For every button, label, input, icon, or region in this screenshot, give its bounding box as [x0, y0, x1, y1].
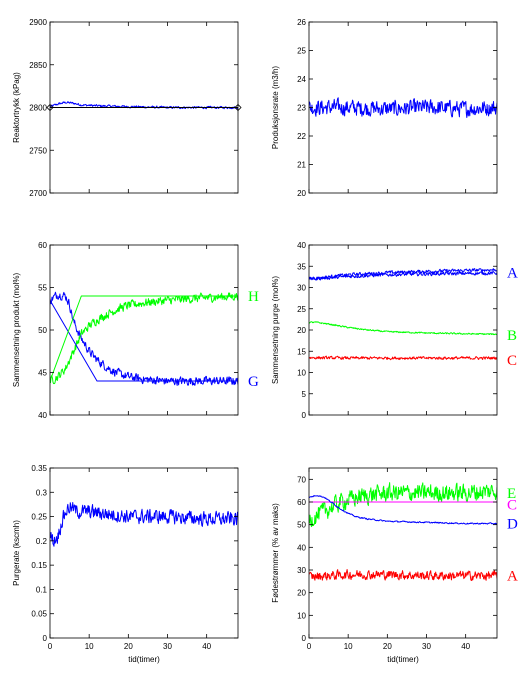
series-line-3	[50, 299, 238, 382]
y-tick-label: 0.35	[31, 464, 47, 473]
series-annotation-G: G	[248, 374, 259, 390]
series-line-2	[309, 270, 497, 281]
x-tick-label: 20	[383, 642, 392, 651]
y-tick-label: 10	[297, 611, 306, 620]
series-annotation-A: A	[507, 569, 518, 585]
x-tick-label: 30	[422, 642, 431, 651]
x-tick-label: 40	[461, 642, 470, 651]
series-group	[309, 482, 497, 581]
series-line-4	[309, 355, 497, 361]
y-tick-label: 0.05	[31, 610, 47, 619]
y-axis-label: Purgerate (kscmh)	[12, 520, 21, 586]
series-annotation-A: A	[507, 266, 518, 282]
y-tick-label: 35	[297, 262, 306, 271]
y-tick-label: 0.1	[36, 585, 48, 594]
y-tick-label: 0	[302, 634, 307, 643]
series-group	[50, 101, 238, 110]
x-axis-label: tid(timer)	[128, 655, 160, 664]
y-tick-label: 30	[297, 284, 306, 293]
y-axis-label: Sammensetning produkt (mol%)	[12, 273, 21, 388]
x-tick-label: 30	[163, 642, 172, 651]
series-line-1	[309, 482, 497, 528]
y-tick-label: 21	[297, 161, 306, 170]
x-axis-label: tid(timer)	[387, 655, 419, 664]
y-tick-label: 25	[297, 305, 306, 314]
y-tick-label: 40	[297, 543, 306, 552]
series-annotation-H: H	[248, 289, 259, 305]
series-line-1	[50, 502, 238, 547]
y-tick-label: 0.2	[36, 537, 48, 546]
series-line-3	[309, 495, 497, 525]
series-line-3	[309, 321, 497, 336]
y-tick-label: 50	[297, 521, 306, 530]
y-tick-label: 26	[297, 18, 306, 27]
y-tick-label: 10	[297, 369, 306, 378]
y-tick-label: 0.25	[31, 513, 47, 522]
x-tick-label: 0	[48, 642, 53, 651]
series-line-1	[309, 268, 497, 281]
x-tick-label: 40	[202, 642, 211, 651]
y-tick-label: 2750	[29, 146, 47, 155]
y-tick-label: 30	[297, 566, 306, 575]
y-tick-label: 0.3	[36, 488, 48, 497]
y-tick-label: 15	[297, 347, 306, 356]
y-tick-label: 24	[297, 75, 306, 84]
y-tick-label: 2800	[29, 104, 47, 113]
series-group	[50, 291, 238, 386]
y-axis-label: Fødestrømmer (% av maks)	[271, 503, 280, 603]
series-annotation-D: D	[507, 517, 518, 533]
x-tick-label: 10	[344, 642, 353, 651]
y-tick-label: 23	[297, 104, 306, 113]
series-line-2	[50, 292, 238, 385]
y-tick-label: 20	[297, 326, 306, 335]
y-axis-label: Reaktortrykk (kPag)	[12, 72, 21, 143]
axes-frame	[49, 244, 239, 416]
series-annotation-C: C	[507, 497, 517, 513]
y-tick-label: 60	[38, 241, 47, 250]
series-annotation-B: B	[507, 328, 517, 344]
y-tick-label: 0	[302, 411, 307, 420]
x-tick-label: 20	[124, 642, 133, 651]
y-axis-label: Sammensetning purge (mol%)	[271, 276, 280, 384]
series-group	[50, 502, 238, 547]
series-annotation-E: E	[507, 486, 516, 502]
y-tick-label: 2850	[29, 61, 47, 70]
y-tick-label: 2700	[29, 189, 47, 198]
series-group	[309, 97, 497, 118]
chart-panel-top-right: 20 21 22 23 24 25 26 Produksjonsrate (m3/h)	[271, 18, 498, 198]
series-line-4	[50, 295, 238, 382]
chart-panel-middle-right: 0 5 10 15 20 25 30 35 40 Sammensetning purge (mol…	[271, 241, 518, 420]
series-line-1	[309, 97, 497, 118]
axes-frame	[49, 467, 239, 639]
y-tick-label: 40	[38, 411, 47, 420]
y-tick-label: 50	[38, 326, 47, 335]
end-marker	[234, 103, 242, 112]
chart-panel-bottom-right: 0 10 20 30 40 0 10 20 30 40 50 60 70 Fødestrømmer (% …	[271, 467, 518, 664]
y-tick-label: 20	[297, 189, 306, 198]
chart-panel-top-left: 2700 2750 2800 2850 2900 Reaktortrykk (kPag)	[12, 18, 242, 198]
y-tick-label: 2900	[29, 18, 47, 27]
x-tick-label: 0	[307, 642, 312, 651]
y-tick-label: 20	[297, 589, 306, 598]
y-tick-label: 5	[302, 390, 307, 399]
x-tick-label: 10	[85, 642, 94, 651]
y-tick-label: 0.15	[31, 561, 47, 570]
y-tick-label: 22	[297, 132, 306, 141]
y-tick-label: 70	[297, 475, 306, 484]
chart-panel-bottom-left: 0 10 20 30 40 0 0.05 0.1 0.15 0.2 0.25 0.3 0.35 Purge…	[12, 464, 239, 664]
series-line-4	[309, 569, 497, 581]
chart-panel-middle-left: 40 45 50 55 60 Sammensetning produkt (mol%) H G	[12, 241, 259, 420]
series-annotation-C: C	[507, 353, 517, 369]
axes-frame	[308, 21, 498, 194]
axes-frame	[308, 467, 498, 639]
y-tick-label: 0	[43, 634, 48, 643]
y-tick-label: 40	[297, 241, 306, 250]
y-axis-label: Produksjonsrate (m3/h)	[271, 66, 280, 149]
y-tick-label: 55	[38, 284, 47, 293]
y-tick-label: 25	[297, 47, 306, 56]
y-tick-label: 45	[38, 369, 47, 378]
y-tick-label: 60	[297, 498, 306, 507]
series-group	[309, 268, 497, 361]
